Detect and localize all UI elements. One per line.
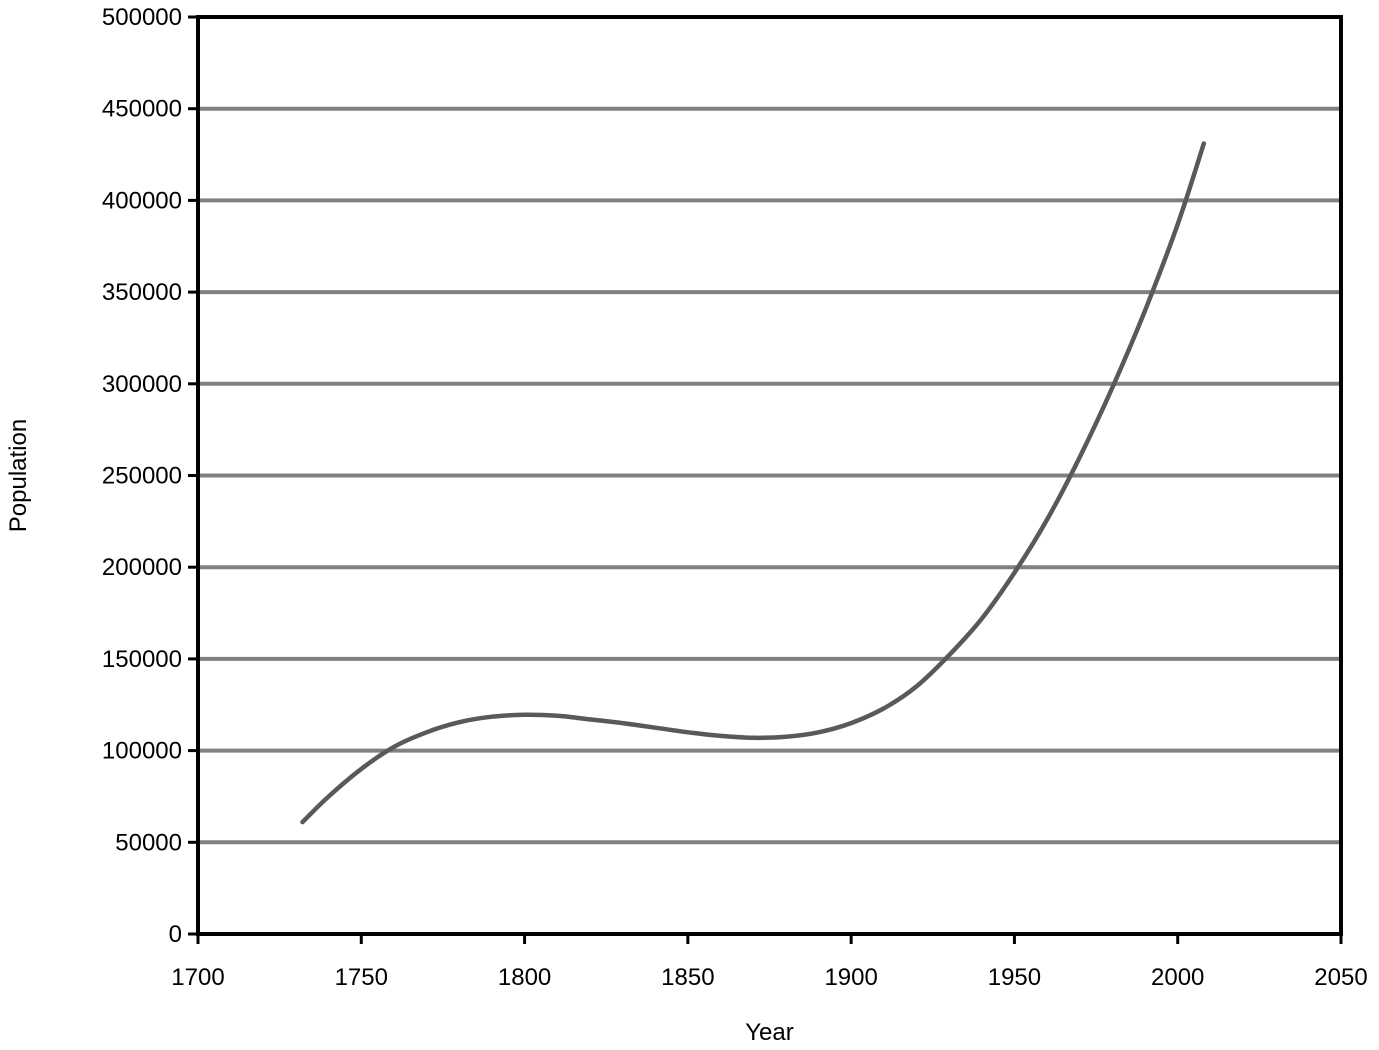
y-tick-label: 100000: [102, 738, 182, 765]
x-tick-label: 1950: [988, 964, 1041, 991]
y-tick-label: 250000: [102, 463, 182, 490]
gridlines: [198, 106, 1341, 845]
y-tick-label: 450000: [102, 96, 182, 123]
y-tick-labels: 0 50000 100000 150000 200000 250000 300000 3500…: [102, 4, 182, 948]
y-tick-label: 0: [169, 921, 182, 948]
x-tick-label: 1750: [335, 964, 388, 991]
population-series-line: [300, 141, 1207, 825]
x-axis-title: Year: [745, 1019, 794, 1046]
x-tick-label: 1800: [498, 964, 551, 991]
plot-area-frame: [196, 15, 1343, 936]
x-tick-labels: 1700 1750 1800 1850 1900 1950 2000 2050: [171, 964, 1367, 991]
y-tick-label: 300000: [102, 371, 182, 398]
x-tick-label: 1850: [661, 964, 714, 991]
y-axis-title: Population: [5, 419, 32, 532]
y-tick-label: 350000: [102, 279, 182, 306]
x-tick-label: 1900: [824, 964, 877, 991]
x-tick-label: 1700: [171, 964, 224, 991]
x-tick-label: 2050: [1314, 964, 1367, 991]
y-tick-label: 50000: [115, 829, 182, 856]
x-tick-label: 2000: [1151, 964, 1204, 991]
tick-marks: [188, 15, 1343, 944]
y-tick-label: 150000: [102, 646, 182, 673]
y-tick-label: 500000: [102, 4, 182, 31]
y-tick-label: 200000: [102, 554, 182, 581]
y-tick-label: 400000: [102, 187, 182, 214]
